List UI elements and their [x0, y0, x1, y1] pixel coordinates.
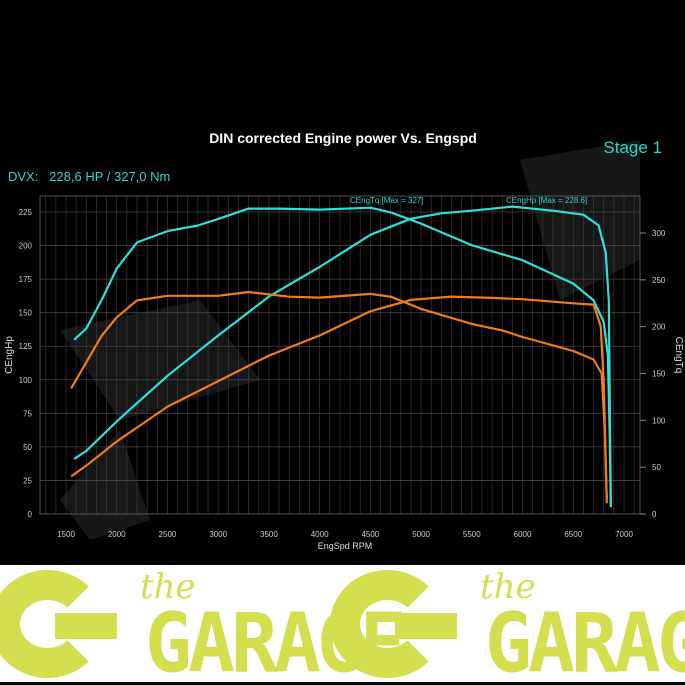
y-left-tick-label: 225	[19, 208, 33, 217]
y-left-tick-label: 75	[23, 409, 32, 418]
annotation-power-max: CEngHp [Max = 228.6]	[506, 196, 587, 205]
y-left-tick-label: 200	[19, 242, 33, 251]
y-right-tick-label: 100	[652, 416, 666, 425]
y-left-tick-label: 50	[23, 443, 32, 452]
annotation-torque-max: CEngTq [Max = 327]	[350, 196, 424, 205]
summary-text: DVX: 228,6 HP / 327,0 Nm	[8, 169, 170, 184]
y-right-tick-label: 300	[652, 229, 666, 238]
logo-text-garage: GARAGE	[485, 596, 685, 682]
x-tick-label: 3500	[260, 530, 278, 539]
y-right-tick-label: 200	[652, 323, 666, 332]
x-tick-label: 6500	[564, 530, 582, 539]
checkered-flag-watermark	[60, 140, 640, 540]
y-right-tick-label: 250	[652, 276, 666, 285]
x-tick-label: 2500	[159, 530, 177, 539]
y-left-tick-label: 175	[19, 275, 33, 284]
x-tick-label: 1500	[57, 530, 75, 539]
series-line-tuned_hp	[73, 205, 612, 508]
y-right-tick-label: 0	[652, 510, 657, 519]
stage-badge: Stage 1	[603, 138, 662, 157]
y-left-tick-label: 150	[19, 309, 33, 318]
y-left-tick-label: 0	[28, 510, 33, 519]
x-tick-label: 2000	[108, 530, 126, 539]
grid	[40, 196, 640, 515]
garage-logo-banner: the GARAGE the GARAGE	[0, 565, 685, 682]
logo-text-the: the	[140, 567, 196, 607]
y-axis-right-label: CEngTq	[673, 337, 684, 374]
y-right-tick-label: 150	[652, 370, 666, 379]
chart-title: DIN corrected Engine power Vs. Engspd	[209, 130, 477, 146]
series-line-tuned_tq	[73, 206, 612, 505]
garage-logo: the GARAGE	[0, 565, 407, 682]
plot-frame	[39, 195, 641, 515]
logo-text-the: the	[480, 567, 536, 607]
x-tick-label: 3000	[209, 530, 227, 539]
x-tick-label: 6000	[514, 530, 532, 539]
y-left-tick-label: 25	[23, 476, 32, 485]
series-line-stock_tq	[70, 290, 608, 500]
y-left-tick-label: 100	[19, 376, 33, 385]
y-left-tick-label: 125	[19, 342, 33, 351]
x-tick-label: 4500	[361, 530, 379, 539]
series-line-stock_hp	[70, 295, 608, 504]
garage-logo: the GARAGE	[330, 565, 685, 682]
x-tick-label: 5000	[412, 530, 430, 539]
x-tick-label: 5500	[463, 530, 481, 539]
y-axis-left-label: CEngHp	[4, 336, 15, 374]
x-axis-label: EngSpd RPM	[318, 541, 373, 551]
y-right-tick-label: 50	[652, 463, 661, 472]
x-tick-label: 4000	[311, 530, 329, 539]
x-tick-label: 7000	[615, 530, 633, 539]
